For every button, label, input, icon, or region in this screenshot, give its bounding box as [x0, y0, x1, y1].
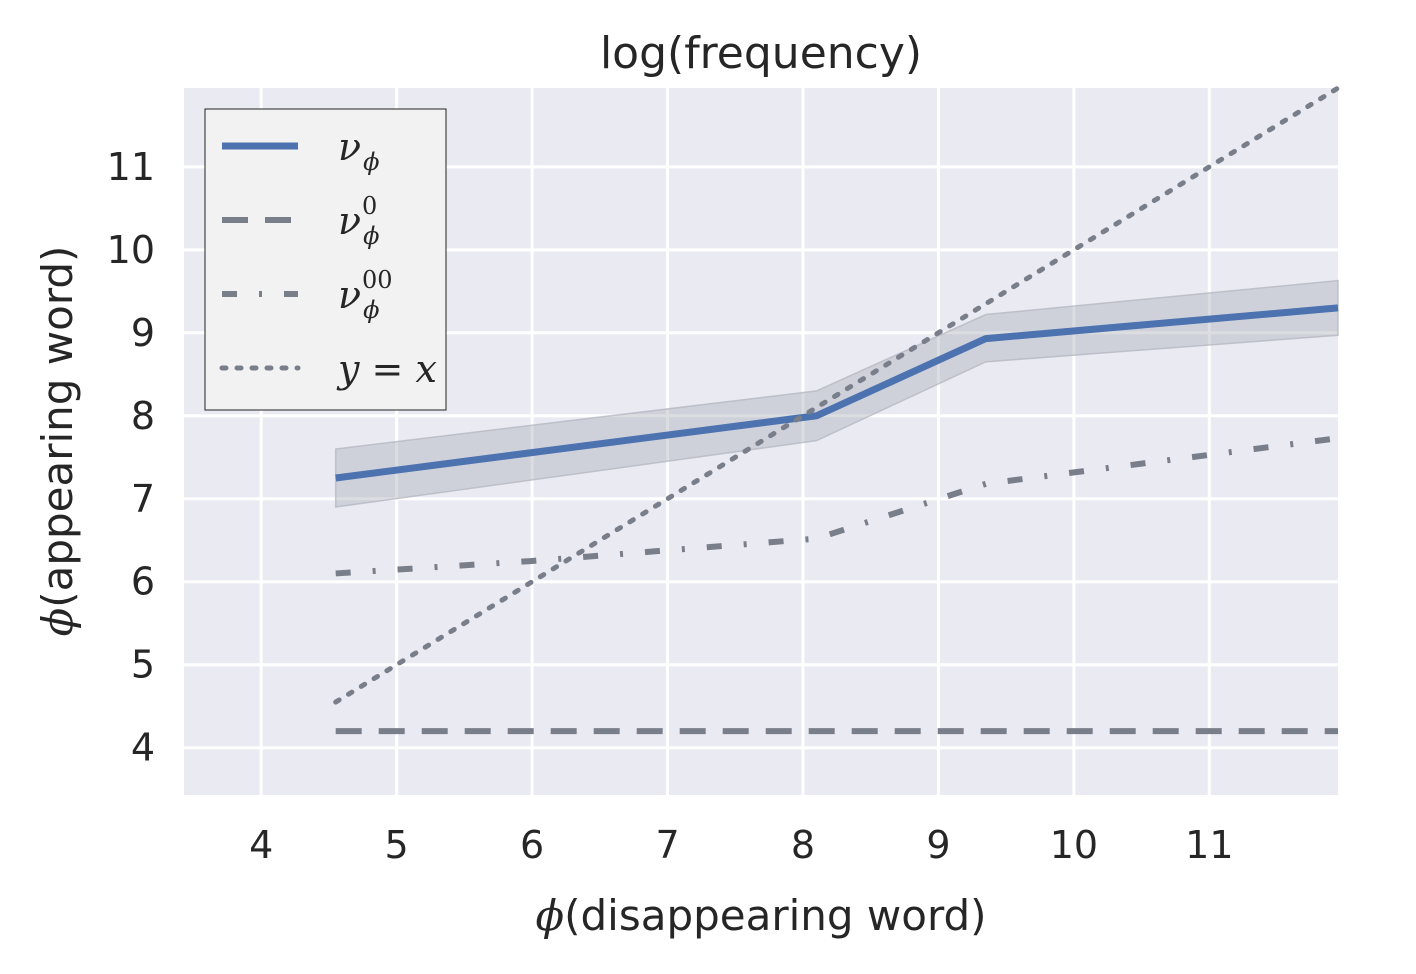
- legend-label-sup-2: 00: [362, 266, 393, 294]
- y-axis-label: ϕ(appearing word): [33, 246, 82, 637]
- x-tick-label: 7: [655, 823, 679, 867]
- y-axis-label-text: (appearing word): [33, 246, 82, 608]
- legend-label-0: νϕ: [338, 125, 379, 176]
- x-tick-label: 9: [926, 823, 950, 867]
- x-tick-label: 6: [520, 823, 544, 867]
- grid: [184, 88, 1338, 795]
- x-axis-label-text: (disappearing word): [564, 891, 986, 940]
- y-tick-label: 5: [131, 643, 155, 687]
- series-line-2: [335, 435, 1339, 577]
- y-tick-label: 6: [131, 560, 155, 604]
- x-axis-label: ϕ(disappearing word): [535, 891, 986, 940]
- legend-label-3: y = x: [336, 347, 437, 391]
- y-tick-labels: 4 5 6 7 8 9 10 11: [107, 145, 155, 770]
- series-line-0: [335, 304, 1339, 482]
- x-tick-label: 8: [791, 823, 815, 867]
- legend-box: [204, 108, 447, 411]
- series-line-3: [333, 85, 1341, 705]
- y-tick-label: 9: [131, 311, 155, 355]
- y-tick-label: 4: [131, 726, 155, 770]
- y-axis-label-symbol: ϕ: [33, 608, 82, 637]
- x-tick-label: 5: [385, 823, 409, 867]
- legend-label-1: νϕ: [338, 199, 379, 250]
- y-tick-label: 11: [107, 145, 155, 189]
- y-tick-label: 10: [107, 228, 155, 272]
- series-lines: [333, 85, 1341, 735]
- legend-label-2: νϕ: [338, 273, 379, 324]
- x-axis-label-symbol: ϕ: [535, 891, 564, 940]
- x-tick-label: 11: [1185, 823, 1233, 867]
- y-tick-label: 8: [131, 394, 155, 438]
- chart-title: log(frequency): [600, 28, 922, 79]
- legend-label-sup-1: 0: [362, 192, 377, 220]
- x-tick-label: 10: [1050, 823, 1098, 867]
- y-tick-label: 7: [131, 477, 155, 521]
- x-tick-labels: 4 5 6 7 8 9 10 11: [249, 823, 1233, 867]
- x-tick-label: 4: [249, 823, 273, 867]
